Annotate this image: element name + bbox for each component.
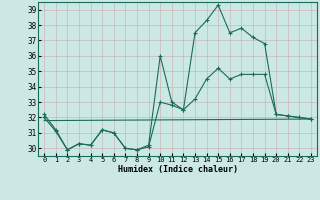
X-axis label: Humidex (Indice chaleur): Humidex (Indice chaleur) <box>118 165 238 174</box>
